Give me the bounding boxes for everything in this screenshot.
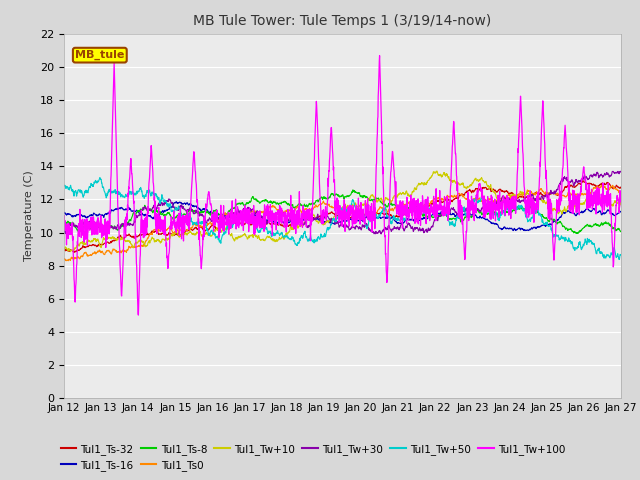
Tul1_Tw+100: [60, 228, 68, 233]
Tul1_Ts0: [617, 191, 625, 197]
Tul1_Ts-16: [331, 221, 339, 227]
Tul1_Tw+30: [60, 228, 68, 234]
Tul1_Ts-32: [499, 189, 506, 194]
Tul1_Tw+30: [378, 231, 385, 237]
Tul1_Tw+100: [376, 53, 383, 59]
Tul1_Tw+50: [617, 252, 625, 258]
Tul1_Ts-16: [499, 226, 506, 232]
Tul1_Ts-8: [602, 221, 609, 227]
Tul1_Ts-8: [88, 225, 96, 231]
Tul1_Ts0: [63, 258, 70, 264]
Tul1_Tw+50: [601, 254, 609, 260]
Tul1_Tw+10: [331, 214, 339, 219]
Tul1_Tw+10: [602, 198, 609, 204]
Tul1_Tw+10: [499, 199, 507, 205]
Tul1_Ts-16: [602, 210, 609, 216]
Tul1_Tw+10: [617, 202, 625, 208]
Tul1_Tw+50: [499, 210, 506, 216]
Line: Tul1_Tw+50: Tul1_Tw+50: [64, 178, 621, 259]
Tul1_Ts0: [331, 204, 339, 210]
Tul1_Tw+50: [331, 218, 339, 224]
Tul1_Ts0: [60, 256, 68, 262]
Tul1_Ts0: [499, 194, 506, 200]
Tul1_Tw+30: [499, 193, 506, 199]
Tul1_Tw+10: [60, 247, 68, 253]
Line: Tul1_Tw+30: Tul1_Tw+30: [64, 171, 621, 234]
Tul1_Ts-8: [349, 187, 356, 193]
Title: MB Tule Tower: Tule Temps 1 (3/19/14-now): MB Tule Tower: Tule Temps 1 (3/19/14-now…: [193, 14, 492, 28]
Tul1_Ts0: [316, 202, 324, 207]
Tul1_Ts-16: [173, 199, 180, 204]
Line: Tul1_Ts-16: Tul1_Ts-16: [64, 202, 621, 230]
Tul1_Tw+50: [88, 181, 96, 187]
Tul1_Tw+100: [88, 230, 96, 236]
Tul1_Tw+10: [316, 218, 324, 224]
Tul1_Ts0: [609, 182, 616, 188]
Tul1_Tw+30: [331, 220, 339, 226]
Tul1_Tw+10: [89, 239, 97, 244]
Tul1_Tw+100: [331, 208, 339, 214]
Y-axis label: Temperature (C): Temperature (C): [24, 170, 35, 262]
Tul1_Ts-16: [60, 209, 68, 215]
Tul1_Ts-32: [70, 250, 78, 255]
Tul1_Ts0: [601, 183, 609, 189]
Line: Tul1_Ts-8: Tul1_Ts-8: [64, 190, 621, 233]
Tul1_Tw+100: [134, 312, 142, 318]
Tul1_Tw+30: [617, 168, 625, 174]
Tul1_Tw+30: [616, 168, 624, 174]
Tul1_Tw+50: [616, 256, 623, 262]
Tul1_Ts-8: [316, 196, 324, 202]
Tul1_Tw+100: [617, 193, 625, 199]
Tul1_Ts-16: [316, 218, 324, 224]
Tul1_Ts-16: [521, 228, 529, 233]
Tul1_Ts-32: [602, 181, 609, 187]
Tul1_Ts-32: [601, 182, 609, 188]
Tul1_Tw+30: [601, 170, 609, 176]
Legend: Tul1_Ts-32, Tul1_Ts-16, Tul1_Ts-8, Tul1_Ts0, Tul1_Tw+10, Tul1_Tw+30, Tul1_Tw+50,: Tul1_Ts-32, Tul1_Ts-16, Tul1_Ts-8, Tul1_…: [56, 439, 570, 475]
Line: Tul1_Tw+100: Tul1_Tw+100: [64, 56, 621, 315]
Tul1_Tw+100: [316, 199, 324, 205]
Tul1_Ts-32: [316, 214, 324, 219]
Tul1_Tw+100: [601, 194, 609, 200]
Tul1_Ts-8: [331, 192, 339, 198]
Tul1_Tw+50: [601, 253, 609, 259]
Tul1_Tw+100: [602, 198, 609, 204]
Tul1_Tw+30: [88, 216, 96, 222]
Tul1_Ts-16: [88, 213, 96, 218]
Line: Tul1_Ts-32: Tul1_Ts-32: [64, 180, 621, 252]
Tul1_Ts-8: [499, 207, 506, 213]
Tul1_Tw+10: [433, 168, 441, 174]
Tul1_Ts-32: [60, 246, 68, 252]
Text: MB_tule: MB_tule: [75, 50, 125, 60]
Line: Tul1_Ts0: Tul1_Ts0: [64, 185, 621, 261]
Tul1_Tw+10: [67, 249, 74, 254]
Tul1_Ts-16: [601, 210, 609, 216]
Tul1_Tw+50: [316, 235, 324, 241]
Tul1_Ts-8: [60, 218, 68, 224]
Tul1_Tw+50: [96, 175, 104, 180]
Tul1_Tw+50: [60, 182, 68, 188]
Tul1_Ts0: [601, 184, 609, 190]
Tul1_Ts-32: [579, 178, 587, 183]
Tul1_Ts-32: [89, 241, 97, 247]
Line: Tul1_Tw+10: Tul1_Tw+10: [64, 171, 621, 252]
Tul1_Ts-8: [574, 230, 582, 236]
Tul1_Ts-8: [601, 220, 609, 226]
Tul1_Tw+30: [601, 171, 609, 177]
Tul1_Ts-8: [617, 228, 625, 234]
Tul1_Ts0: [89, 251, 97, 257]
Tul1_Ts-32: [617, 184, 625, 190]
Tul1_Tw+30: [316, 217, 324, 223]
Tul1_Tw+10: [601, 197, 609, 203]
Tul1_Ts-32: [331, 213, 339, 218]
Tul1_Tw+100: [499, 195, 507, 201]
Tul1_Ts-16: [617, 208, 625, 214]
